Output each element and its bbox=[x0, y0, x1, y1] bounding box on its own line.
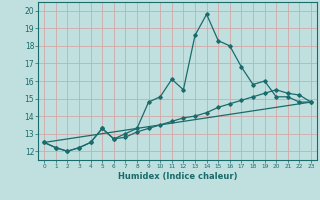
X-axis label: Humidex (Indice chaleur): Humidex (Indice chaleur) bbox=[118, 172, 237, 181]
